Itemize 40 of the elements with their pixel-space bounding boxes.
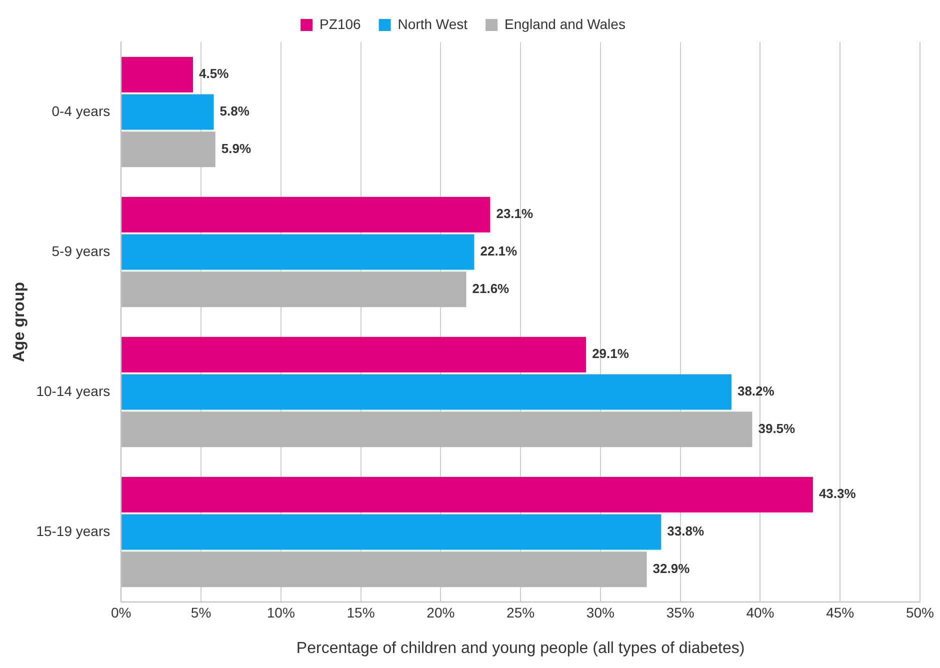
x-tick-label: 40% bbox=[746, 604, 774, 620]
bar bbox=[122, 196, 490, 232]
legend-label: North West bbox=[398, 16, 468, 32]
y-tick-label: 15-19 years bbox=[36, 522, 110, 539]
bar bbox=[122, 476, 813, 512]
x-tick-label: 50% bbox=[906, 604, 934, 620]
legend-label: England and Wales bbox=[504, 16, 626, 32]
bar bbox=[122, 56, 194, 92]
data-label: 33.8% bbox=[667, 524, 704, 539]
data-label: 32.9% bbox=[652, 560, 690, 576]
x-tick-label: 15% bbox=[346, 604, 375, 620]
data-label: 21.6% bbox=[472, 280, 510, 296]
y-tick-label: 10-14 years bbox=[36, 382, 110, 399]
x-tick-label: 45% bbox=[826, 604, 854, 620]
y-axis-title: Age group bbox=[11, 282, 28, 362]
x-axis-title: Percentage of children and young people (all types of diabetes) bbox=[296, 640, 745, 657]
bar bbox=[122, 94, 214, 130]
x-tick-label: 35% bbox=[666, 604, 694, 620]
x-tick-label: 20% bbox=[426, 604, 455, 620]
x-tick-label: 5% bbox=[190, 604, 212, 620]
bar bbox=[122, 336, 586, 372]
y-tick-label: 0-4 years bbox=[52, 102, 110, 119]
legend-label: PZ106 bbox=[320, 16, 362, 32]
x-tick-label: 30% bbox=[586, 604, 614, 620]
x-tick-label: 25% bbox=[506, 604, 535, 620]
data-label: 5.9% bbox=[221, 140, 252, 156]
data-label: 29.1% bbox=[592, 346, 630, 362]
bar bbox=[122, 234, 474, 270]
bar bbox=[122, 514, 662, 550]
data-label: 38.2% bbox=[737, 384, 775, 399]
data-label: 39.5% bbox=[758, 420, 796, 436]
x-tick-label: 10% bbox=[266, 604, 295, 620]
data-label: 5.8% bbox=[220, 104, 250, 119]
data-label: 4.5% bbox=[199, 66, 230, 82]
data-label: 43.3% bbox=[818, 486, 856, 502]
data-label: 22.1% bbox=[480, 244, 518, 259]
x-tick-label: 0% bbox=[111, 604, 132, 620]
data-label: 23.1% bbox=[496, 206, 534, 222]
bar bbox=[122, 374, 732, 410]
y-tick-label: 5-9 years bbox=[52, 242, 110, 259]
